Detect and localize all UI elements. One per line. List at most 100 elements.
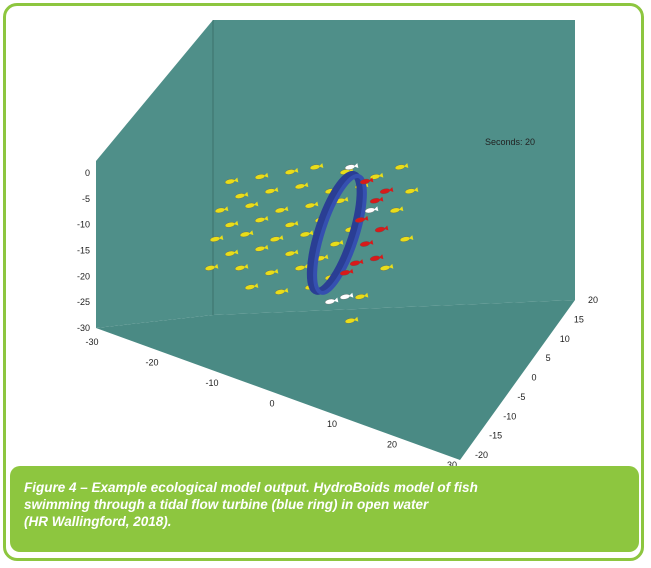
fish-marker-yellow	[299, 230, 314, 238]
fish-tail	[273, 268, 279, 274]
z-tick-label: -30	[77, 323, 90, 333]
fish-marker-yellow	[224, 177, 239, 185]
fish-tail	[353, 316, 359, 322]
fish-marker-yellow	[224, 249, 239, 257]
fish-tail	[248, 230, 254, 236]
fish-marker-yellow	[234, 263, 249, 271]
fish-marker-yellow	[204, 263, 219, 271]
fish-marker-yellow	[294, 263, 309, 271]
caption-line-1: Figure 4 – Example ecological model outp…	[24, 480, 478, 495]
fish-marker-white	[364, 206, 379, 214]
x-tick-label: -10	[205, 378, 218, 388]
fish-tail	[388, 263, 394, 269]
fish-marker-yellow	[284, 220, 299, 228]
fish-tail	[253, 201, 259, 207]
x-tick-label: 30	[447, 460, 457, 470]
fish-marker-yellow	[254, 172, 269, 180]
fish-marker-white	[344, 163, 359, 170]
fish-marker-red	[374, 225, 389, 233]
fish-tail	[348, 292, 354, 298]
fish-marker-yellow	[399, 235, 414, 242]
fish-marker-yellow	[284, 249, 299, 257]
fish-tail	[313, 201, 319, 207]
fish-marker-yellow	[294, 182, 309, 190]
fish-marker-yellow	[264, 268, 279, 276]
fish-marker-yellow	[274, 206, 289, 214]
figure-caption: Figure 4 – Example ecological model outp…	[10, 466, 639, 552]
y-tick-label: 0	[532, 373, 537, 383]
fish-marker-yellow	[244, 283, 259, 290]
fish-tail	[243, 263, 249, 269]
fish-marker-white	[339, 292, 354, 300]
fish-tail	[378, 172, 384, 178]
fish-tail	[233, 177, 239, 183]
fish-tail	[348, 268, 354, 274]
x-tick-label: 20	[387, 440, 397, 450]
fish-tail	[363, 215, 369, 221]
x-tick-label: -30	[85, 337, 98, 347]
fish-marker-white	[324, 297, 339, 305]
fish-tail	[263, 215, 269, 221]
fish-marker-yellow	[329, 239, 344, 247]
y-tick-label: -20	[475, 450, 488, 460]
fish-tail	[378, 254, 384, 260]
z-tick-label: -25	[77, 297, 90, 307]
fish-marker-yellow	[379, 263, 394, 271]
fish-tail	[383, 225, 389, 231]
fish-tail	[368, 177, 374, 183]
fish-tail	[373, 206, 379, 212]
seconds-annotation: Seconds: 20	[485, 137, 535, 147]
fish-tail	[388, 187, 394, 192]
fish-tail	[398, 206, 404, 212]
y-tick-label: 15	[574, 314, 584, 324]
fish-tail	[293, 220, 299, 226]
y-tick-label: 20	[588, 295, 598, 305]
y-tick-label: -10	[503, 411, 516, 421]
fish-marker-yellow	[244, 201, 259, 209]
fish-marker-red	[369, 254, 384, 262]
x-tick-label: 10	[327, 419, 337, 429]
fish-tail	[308, 230, 314, 236]
fish-marker-yellow	[239, 230, 254, 238]
z-tick-label: -20	[77, 271, 90, 281]
caption-line-3: (HR Wallingford, 2018).	[24, 514, 172, 529]
x-tick-label: -20	[145, 358, 158, 368]
fish-marker-yellow	[209, 235, 224, 242]
fish-marker-red	[359, 239, 374, 247]
turbine-ring-front	[313, 173, 367, 295]
fish-tail	[233, 220, 239, 226]
fish-marker-yellow	[404, 187, 419, 194]
fish-marker-yellow	[309, 163, 324, 170]
fish-tail	[283, 206, 289, 212]
fish-tail	[318, 163, 324, 168]
caption-line-2: swimming through a tidal flow turbine (b…	[24, 497, 429, 512]
z-tick-label: -10	[77, 220, 90, 230]
fish-tail	[263, 172, 269, 178]
fish-marker-yellow	[264, 187, 279, 194]
fish-marker-yellow	[389, 206, 404, 214]
fish-tail	[413, 187, 419, 192]
fish-tail	[273, 187, 279, 192]
fish-marker-yellow	[214, 206, 229, 214]
y-tick-label: 10	[560, 334, 570, 344]
fish-marker-red	[379, 187, 394, 194]
back-wall	[213, 20, 575, 315]
fish-tail	[338, 239, 344, 245]
fish-tail	[403, 163, 409, 168]
fish-marker-red	[359, 177, 374, 185]
fish-tail	[333, 297, 339, 303]
fish-tail	[233, 249, 239, 255]
fish-tail	[223, 206, 229, 212]
fish-marker-yellow	[369, 172, 384, 180]
z-tick-label: -15	[77, 246, 90, 256]
fish-marker-yellow	[284, 167, 299, 175]
fish-marker-red	[339, 268, 354, 276]
fish-tail	[378, 196, 384, 202]
y-tick-label: 5	[546, 353, 551, 363]
fish-tail	[278, 235, 284, 240]
side-wall	[96, 20, 213, 328]
fish-tail	[343, 196, 349, 202]
fish-marker-yellow	[234, 191, 249, 199]
fish-marker-yellow	[344, 316, 359, 324]
fish-tail	[368, 239, 374, 245]
